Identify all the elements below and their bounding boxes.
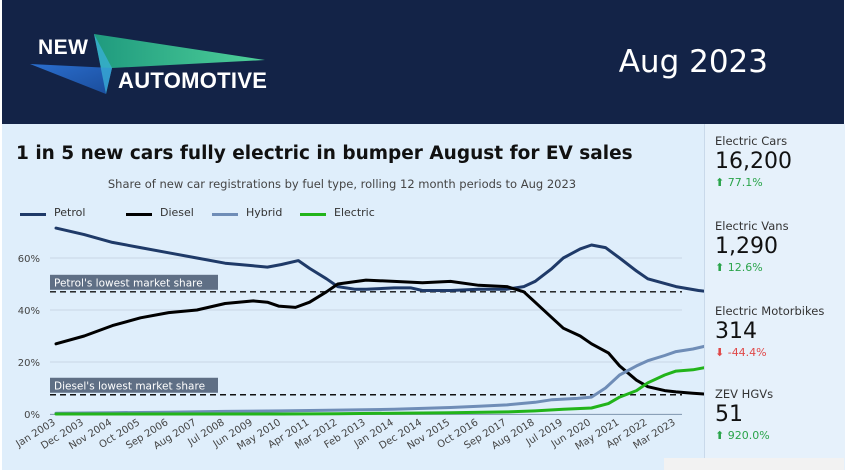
reference-label-box <box>50 377 218 393</box>
stat-change: ⬆ 920.0% <box>715 429 770 442</box>
stat-label: Electric Motorbikes <box>715 304 825 318</box>
stat-electric-vans: Electric Vans 1,290 ⬆ 12.6% <box>715 219 789 274</box>
new-automotive-logo: NEW AUTOMOTIVE <box>30 30 280 100</box>
stats-sidebar: Electric Cars 16,200 ⬆ 77.1% Electric Va… <box>704 124 845 470</box>
stat-change: ⬆ 12.6% <box>715 261 763 274</box>
stat-label: Electric Vans <box>715 219 789 233</box>
legend-swatch-diesel <box>126 213 152 216</box>
logo-graphic <box>30 34 265 94</box>
stat-change: ⬇ -44.4% <box>715 346 767 359</box>
stat-electric-motorbikes: Electric Motorbikes 314 ⬇ -44.4% <box>715 304 824 359</box>
arrow-down-icon: ⬇ <box>715 346 728 359</box>
legend-label-electric: Electric <box>334 206 375 219</box>
legend-swatch-petrol <box>20 213 46 216</box>
y-tick-label: 20% <box>18 358 40 369</box>
legend-label-hybrid: Hybrid <box>246 206 283 219</box>
stat-label: ZEV HGVs <box>715 387 774 401</box>
reference-line-label: Diesel's lowest market share <box>54 380 205 392</box>
stat-zev-hgvs: ZEV HGVs 51 ⬆ 920.0% <box>715 387 773 442</box>
y-tick-label: 60% <box>18 254 40 265</box>
electric-line <box>54 366 704 416</box>
arrow-up-icon: ⬆ <box>715 176 728 189</box>
y-tick-label: 0% <box>24 410 40 421</box>
stat-change: ⬆ 77.1% <box>715 176 763 189</box>
hybrid-line <box>54 344 704 415</box>
diesel-line <box>54 278 704 396</box>
reference-line-label: Petrol's lowest market share <box>54 277 203 289</box>
stat-label: Electric Cars <box>715 134 788 148</box>
stat-value: 51 <box>715 402 743 427</box>
header-banner: NEW AUTOMOTIVE Aug 2023 <box>2 0 844 124</box>
arrow-up-icon: ⬆ <box>715 261 728 274</box>
arrow-up-icon: ⬆ <box>715 429 728 442</box>
reference-label-box <box>50 274 218 290</box>
legend-label-petrol: Petrol <box>54 206 86 219</box>
chart-title: 1 in 5 new cars fully electric in bumper… <box>16 143 633 164</box>
stat-electric-cars: Electric Cars 16,200 ⬆ 77.1% <box>715 134 792 189</box>
logo-text-new: NEW <box>38 36 89 59</box>
report-date: Aug 2023 <box>618 44 768 80</box>
y-tick-label: 40% <box>18 306 40 317</box>
petrol-line <box>54 226 704 293</box>
chart-subtitle: Share of new car registrations by fuel t… <box>107 177 577 191</box>
legend-swatch-electric <box>300 213 326 216</box>
legend-swatch-hybrid <box>212 213 238 216</box>
chart-panel: 1 in 5 new cars fully electric in bumper… <box>2 124 704 470</box>
stat-value: 314 <box>715 319 757 344</box>
legend-label-diesel: Diesel <box>160 206 194 219</box>
bottom-strip <box>664 458 844 470</box>
logo-text-automotive: AUTOMOTIVE <box>118 68 268 93</box>
stat-value: 1,290 <box>715 234 778 259</box>
stat-value: 16,200 <box>715 149 792 174</box>
